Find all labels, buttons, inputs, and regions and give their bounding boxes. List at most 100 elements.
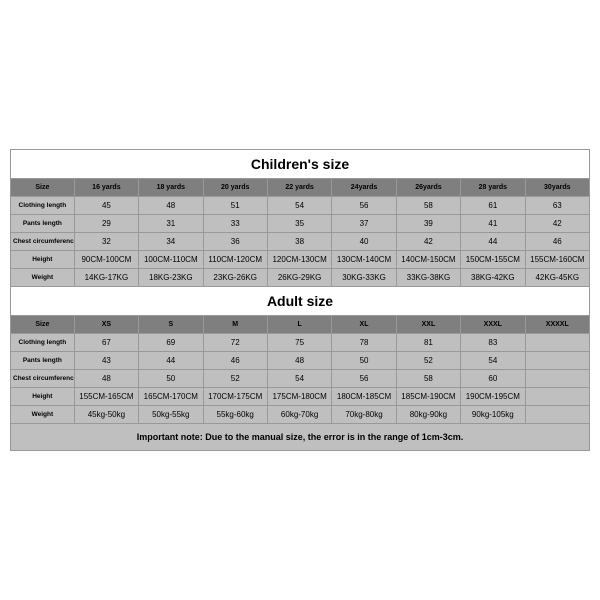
cell: 32 [74, 233, 138, 251]
cell [525, 406, 589, 424]
adult-header-2: M [203, 316, 267, 334]
adult-header-3: L [267, 316, 331, 334]
cell: 43 [74, 352, 138, 370]
cell: 35 [267, 215, 331, 233]
cell: 14KG-17KG [74, 269, 138, 287]
adult-title-row: Adult size [11, 287, 590, 316]
children-size-label: Size [11, 179, 75, 197]
cell: 33 [203, 215, 267, 233]
cell: 60kg-70kg [267, 406, 331, 424]
cell: 69 [139, 334, 203, 352]
row-label: Chest circumference 1/2 [11, 233, 75, 251]
row-label: Height [11, 388, 75, 406]
cell: 67 [74, 334, 138, 352]
row-label: Chest circumference 1/2 [11, 370, 75, 388]
cell [525, 352, 589, 370]
cell: 52 [396, 352, 460, 370]
cell: 33KG-38KG [396, 269, 460, 287]
cell: 140CM-150CM [396, 251, 460, 269]
table-row: Height 155CM-165CM 165CM-170CM 170CM-175… [11, 388, 590, 406]
cell: 51 [203, 197, 267, 215]
cell: 72 [203, 334, 267, 352]
children-header-1: 18 yards [139, 179, 203, 197]
cell: 90CM-100CM [74, 251, 138, 269]
note-text: Important note: Due to the manual size, … [11, 424, 590, 451]
cell: 30KG-33KG [332, 269, 396, 287]
children-title-row: Children's size [11, 150, 590, 179]
cell: 100CM-110CM [139, 251, 203, 269]
cell: 165CM-170CM [139, 388, 203, 406]
cell: 56 [332, 197, 396, 215]
adult-header-6: XXXL [461, 316, 525, 334]
cell: 170CM-175CM [203, 388, 267, 406]
adult-header-7: XXXXL [525, 316, 589, 334]
cell: 58 [396, 197, 460, 215]
cell: 110CM-120CM [203, 251, 267, 269]
cell: 55kg-60kg [203, 406, 267, 424]
row-label: Weight [11, 406, 75, 424]
table-row: Weight 14KG-17KG 18KG-23KG 23KG-26KG 26K… [11, 269, 590, 287]
cell: 54 [461, 352, 525, 370]
cell: 78 [332, 334, 396, 352]
cell: 45 [74, 197, 138, 215]
table-row: Clothing length 67 69 72 75 78 81 83 [11, 334, 590, 352]
row-label: Pants length [11, 215, 75, 233]
cell: 58 [396, 370, 460, 388]
cell: 29 [74, 215, 138, 233]
cell: 31 [139, 215, 203, 233]
cell: 50 [139, 370, 203, 388]
cell: 41 [461, 215, 525, 233]
children-header-0: 16 yards [74, 179, 138, 197]
cell: 36 [203, 233, 267, 251]
cell: 42 [396, 233, 460, 251]
cell: 50 [332, 352, 396, 370]
table-row: Weight 45kg-50kg 50kg-55kg 55kg-60kg 60k… [11, 406, 590, 424]
cell: 155CM-160CM [525, 251, 589, 269]
children-header-2: 20 yards [203, 179, 267, 197]
row-label: Pants length [11, 352, 75, 370]
cell: 42KG-45KG [525, 269, 589, 287]
adult-title: Adult size [11, 287, 590, 316]
cell: 185CM-190CM [396, 388, 460, 406]
cell: 60 [461, 370, 525, 388]
row-label: Clothing length [11, 197, 75, 215]
children-header-5: 26yards [396, 179, 460, 197]
cell: 83 [461, 334, 525, 352]
table-row: Clothing length 45 48 51 54 56 58 61 63 [11, 197, 590, 215]
cell: 37 [332, 215, 396, 233]
row-label: Weight [11, 269, 75, 287]
cell: 45kg-50kg [74, 406, 138, 424]
cell: 150CM-155CM [461, 251, 525, 269]
cell: 56 [332, 370, 396, 388]
table-row: Height 90CM-100CM 100CM-110CM 110CM-120C… [11, 251, 590, 269]
cell: 50kg-55kg [139, 406, 203, 424]
cell: 48 [267, 352, 331, 370]
row-label: Clothing length [11, 334, 75, 352]
size-chart-table: Children's size Size 16 yards 18 yards 2… [10, 149, 590, 451]
cell: 63 [525, 197, 589, 215]
children-header-4: 24yards [332, 179, 396, 197]
children-title: Children's size [11, 150, 590, 179]
cell: 120CM-130CM [267, 251, 331, 269]
cell: 54 [267, 197, 331, 215]
cell: 70kg-80kg [332, 406, 396, 424]
cell: 48 [74, 370, 138, 388]
cell: 26KG-29KG [267, 269, 331, 287]
cell: 80kg-90kg [396, 406, 460, 424]
cell [525, 388, 589, 406]
adult-header-4: XL [332, 316, 396, 334]
children-header-3: 22 yards [267, 179, 331, 197]
cell: 38 [267, 233, 331, 251]
table-row: Pants length 43 44 46 48 50 52 54 [11, 352, 590, 370]
note-row: Important note: Due to the manual size, … [11, 424, 590, 451]
children-header-7: 30yards [525, 179, 589, 197]
cell: 75 [267, 334, 331, 352]
children-header-row: Size 16 yards 18 yards 20 yards 22 yards… [11, 179, 590, 197]
cell [525, 334, 589, 352]
table-row: Pants length 29 31 33 35 37 39 41 42 [11, 215, 590, 233]
table-row: Chest circumference 1/2 32 34 36 38 40 4… [11, 233, 590, 251]
cell: 61 [461, 197, 525, 215]
cell: 52 [203, 370, 267, 388]
cell: 23KG-26KG [203, 269, 267, 287]
cell: 44 [461, 233, 525, 251]
